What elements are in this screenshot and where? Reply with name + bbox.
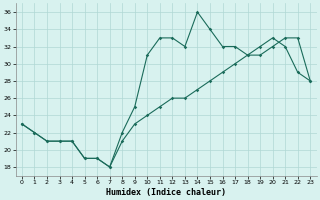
X-axis label: Humidex (Indice chaleur): Humidex (Indice chaleur) <box>106 188 226 197</box>
